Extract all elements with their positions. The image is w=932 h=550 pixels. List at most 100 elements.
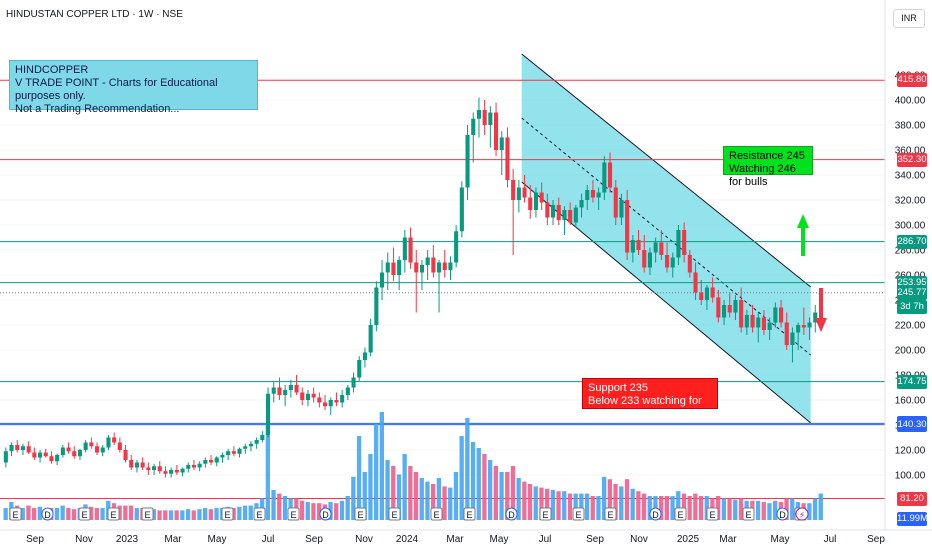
candle-body — [55, 455, 60, 462]
x-tick-label: Sep — [305, 534, 323, 545]
candle-body — [385, 262, 390, 273]
candle-body — [670, 257, 675, 268]
price-tag: 286.70 — [897, 234, 927, 249]
candle-body — [494, 112, 499, 150]
volume-bar — [818, 493, 823, 520]
volume-bar — [203, 508, 208, 520]
candle-body — [397, 260, 402, 275]
candle-body — [152, 466, 157, 470]
candle-body — [345, 387, 350, 395]
volume-bar — [391, 466, 396, 520]
candle-body — [60, 447, 65, 455]
chart-symbol-header: HINDUSTAN COPPER LTD · 1W · NSE — [6, 9, 183, 20]
event-marker-label: E — [542, 510, 548, 520]
x-axis: Sep Nov 2023 Mar May Jul Sep Nov 2024 Mar May Jul Se… — [0, 529, 932, 545]
candle-body — [476, 110, 481, 119]
volume-bar — [402, 454, 407, 520]
resistance-note: Resistance 245 Watching 246 for bulls — [723, 146, 813, 188]
currency-button[interactable]: INR — [893, 9, 925, 28]
event-marker — [141, 507, 154, 521]
price-tag: 140.30 — [897, 417, 927, 432]
volume-bar — [812, 498, 818, 520]
volume-bar — [305, 502, 310, 520]
channel-mid-line — [521, 117, 812, 356]
event-marker-label: E — [745, 510, 751, 520]
candle-body — [380, 272, 385, 288]
candle-body — [112, 437, 117, 443]
candle-body — [556, 205, 561, 220]
volume-bar — [505, 472, 510, 520]
candle-body — [699, 292, 704, 300]
candle-body — [579, 200, 584, 208]
volume-bar — [624, 479, 630, 520]
candle-body — [716, 297, 721, 318]
volume-bar — [157, 510, 162, 520]
candle-body — [488, 112, 493, 125]
event-marker — [9, 507, 22, 521]
candle-body — [642, 250, 647, 268]
volume-bar — [37, 506, 42, 520]
candle-body — [482, 110, 487, 125]
x-tick-label: 2024 — [396, 534, 419, 545]
candles — [3, 97, 823, 478]
candle-body — [608, 162, 613, 188]
volume-bar — [299, 500, 305, 520]
y-tick-label: 120.00 — [895, 446, 926, 457]
volume-bars — [3, 412, 823, 520]
volume-bar — [442, 486, 447, 520]
x-tick-label: Jul — [262, 534, 275, 545]
event-marker-label: E — [709, 510, 715, 520]
event-marker — [388, 507, 401, 521]
volume-bar — [362, 472, 367, 520]
volume-bar — [630, 488, 635, 520]
volume-bar — [727, 498, 732, 520]
candle-body — [134, 462, 139, 468]
descending-channel — [521, 53, 812, 424]
candle-body — [123, 450, 128, 460]
volume-bar — [579, 493, 584, 520]
candle-body — [334, 400, 339, 403]
candle-body — [454, 231, 459, 263]
x-tick-label: 2023 — [116, 534, 139, 545]
candle-body — [38, 452, 43, 458]
volume-bar — [488, 460, 493, 520]
event-marker — [78, 507, 91, 521]
event-marker-label: E — [12, 510, 18, 520]
volume-bar — [664, 496, 669, 520]
volume-bar — [168, 510, 174, 520]
y-tick-label: 200.00 — [895, 346, 926, 357]
event-marker — [539, 507, 552, 521]
event-marker — [674, 507, 687, 521]
candle-body — [647, 252, 652, 268]
event-marker-label: E — [607, 510, 613, 520]
volume-bar — [470, 442, 476, 520]
bull-arrow-icon — [797, 214, 809, 256]
channel-fill — [521, 54, 811, 423]
volume-bar — [465, 418, 470, 520]
volume-bar — [231, 508, 236, 520]
event-marker-label: D — [652, 510, 659, 520]
candle-body — [511, 180, 516, 200]
volume-bar — [311, 503, 316, 520]
volume-bar — [100, 508, 105, 520]
event-marker — [354, 507, 367, 521]
volume-bar — [60, 505, 65, 520]
candle-body — [266, 393, 271, 435]
volume-bar — [214, 508, 219, 520]
candle-body — [237, 448, 242, 454]
candle-body — [214, 457, 219, 463]
volume-bar — [413, 472, 419, 520]
candle-body — [328, 400, 333, 407]
volume-bar — [128, 505, 134, 520]
y-tick-label: 400.00 — [895, 96, 926, 107]
volume-bar — [539, 487, 544, 520]
price-tag: 81.20 — [897, 491, 927, 506]
y-tick-label: 160.00 — [895, 396, 926, 407]
y-tick-label: 280.00 — [895, 246, 926, 257]
event-marker-label: D — [779, 510, 786, 520]
candle-body — [77, 450, 82, 457]
candle-body — [66, 447, 71, 452]
event-marker — [706, 507, 719, 521]
candle-body — [533, 192, 538, 210]
